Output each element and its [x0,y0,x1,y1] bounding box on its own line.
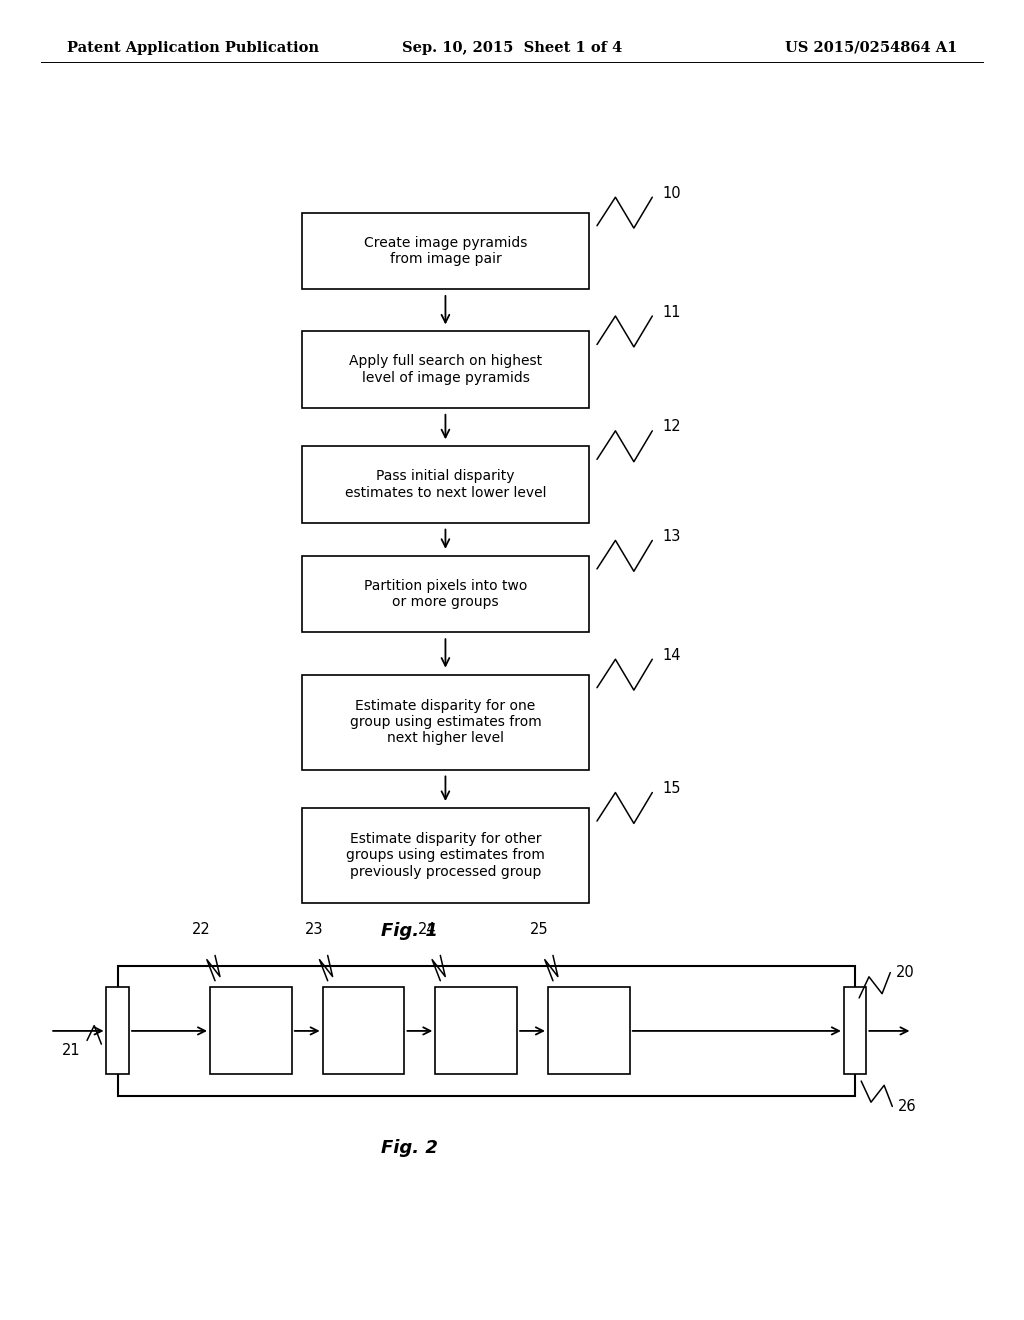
Text: 11: 11 [663,305,681,319]
Text: 25: 25 [530,923,549,937]
Text: 21: 21 [61,1043,81,1059]
Text: 12: 12 [663,420,681,434]
Bar [302,675,589,770]
Text: Fig. 1: Fig. 1 [381,921,438,940]
Text: Fig. 2: Fig. 2 [381,1139,438,1158]
Text: 15: 15 [663,781,681,796]
Text: Estimate disparity for other
groups using estimates from
previously processed gr: Estimate disparity for other groups usin… [346,832,545,879]
Text: Sep. 10, 2015  Sheet 1 of 4: Sep. 10, 2015 Sheet 1 of 4 [401,41,623,54]
Bar [302,808,589,903]
Text: 24: 24 [418,923,436,937]
Text: Estimate disparity for one
group using estimates from
next higher level: Estimate disparity for one group using e… [349,698,542,746]
Text: Pass initial disparity
estimates to next lower level: Pass initial disparity estimates to next… [345,470,546,499]
Text: Patent Application Publication: Patent Application Publication [67,41,318,54]
Text: Apply full search on highest
level of image pyramids: Apply full search on highest level of im… [349,355,542,384]
Bar [210,987,292,1074]
Bar [435,987,517,1074]
Bar [302,331,589,408]
Bar [118,966,855,1096]
Bar [106,987,129,1074]
Bar [323,987,404,1074]
Text: 10: 10 [663,186,681,201]
Bar [302,446,589,523]
Text: 13: 13 [663,529,681,544]
Text: 26: 26 [897,1100,916,1114]
Bar [302,213,589,289]
Text: 20: 20 [895,965,914,979]
Text: 23: 23 [305,923,324,937]
Text: 14: 14 [663,648,681,663]
Text: Partition pixels into two
or more groups: Partition pixels into two or more groups [364,579,527,609]
Text: US 2015/0254864 A1: US 2015/0254864 A1 [785,41,957,54]
Bar [844,987,866,1074]
Bar [548,987,630,1074]
Text: Create image pyramids
from image pair: Create image pyramids from image pair [364,236,527,265]
Bar [302,556,589,632]
Text: 22: 22 [193,923,211,937]
